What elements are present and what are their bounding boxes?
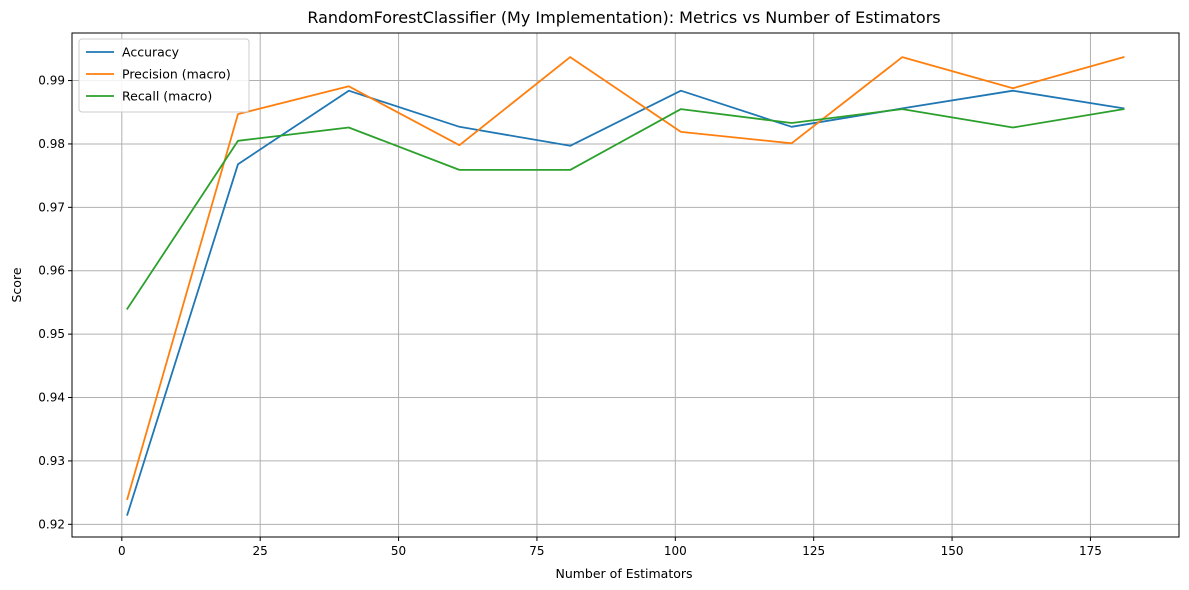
x-tick-label: 75 xyxy=(529,544,544,558)
legend-label: Accuracy xyxy=(122,45,180,60)
legend-box xyxy=(78,38,250,113)
grid xyxy=(72,33,1179,537)
series-lines xyxy=(126,55,1125,516)
plot-frame xyxy=(71,32,1180,538)
x-tick-label: 125 xyxy=(802,544,825,558)
x-tick-label: 150 xyxy=(941,544,964,558)
x-tick-label: 50 xyxy=(391,544,406,558)
chart-title: RandomForestClassifier (My Implementatio… xyxy=(307,8,940,27)
y-tick-label: 0.99 xyxy=(38,74,65,88)
x-tick-label: 175 xyxy=(1079,544,1102,558)
x-tick-label: 25 xyxy=(253,544,268,558)
x-tick-label: 100 xyxy=(664,544,687,558)
x-tick-label: 0 xyxy=(118,544,126,558)
y-tick-label: 0.95 xyxy=(38,327,65,341)
x-axis: 0 25 50 75 100 125 150 175 xyxy=(118,537,1102,558)
series-line-precision-macro xyxy=(126,55,1125,501)
y-tick-label: 0.97 xyxy=(38,200,65,214)
series-line-recall-macro xyxy=(126,108,1125,311)
series-line-accuracy xyxy=(126,89,1125,516)
legend: Accuracy Precision (macro) Recall (macro) xyxy=(78,38,250,113)
y-tick-label: 0.98 xyxy=(38,137,65,151)
y-tick-label: 0.93 xyxy=(38,454,65,468)
x-axis-label: Number of Estimators xyxy=(555,566,692,581)
legend-label: Recall (macro) xyxy=(122,89,212,104)
y-tick-label: 0.94 xyxy=(38,391,65,405)
y-tick-label: 0.96 xyxy=(38,264,65,278)
y-axis: 0.92 0.93 0.94 0.95 0.96 0.97 0.98 0.99 xyxy=(38,74,72,531)
legend-label: Precision (macro) xyxy=(122,67,231,82)
y-tick-label: 0.92 xyxy=(38,517,65,531)
y-axis-label: Score xyxy=(9,267,24,302)
